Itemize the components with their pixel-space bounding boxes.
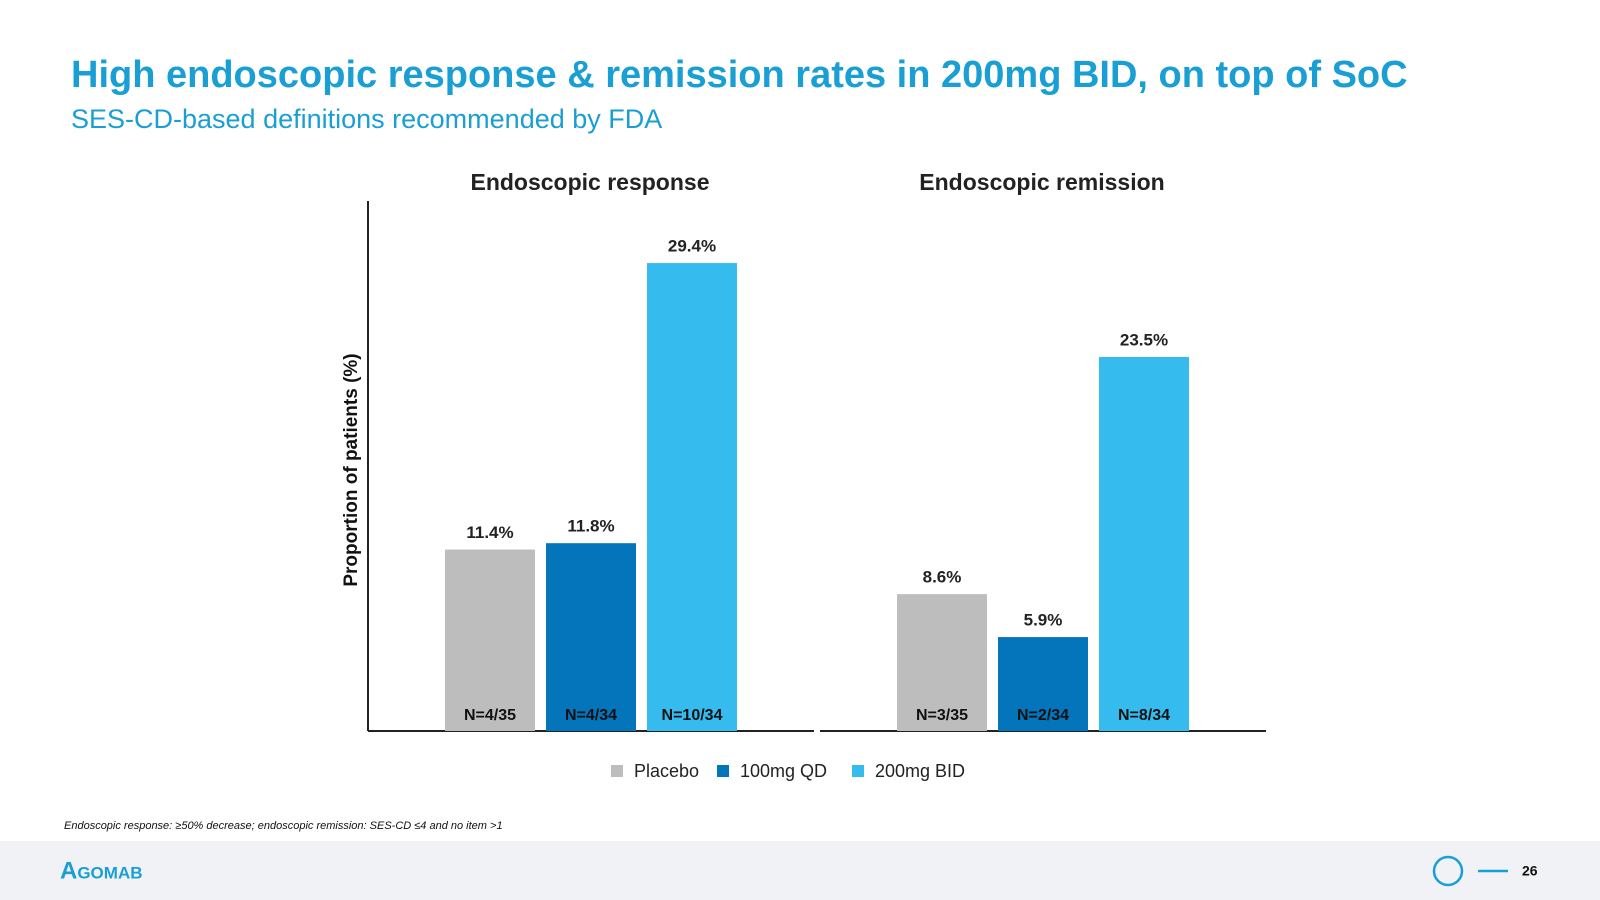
legend-label: 100mg QD [740, 761, 827, 781]
value-label: 23.5% [1120, 330, 1168, 349]
logo: Agomab [60, 857, 143, 884]
slide-subtitle: SES-CD-based definitions recommended by … [71, 104, 662, 134]
value-label: 11.8% [567, 517, 614, 536]
page-number: 26 [1522, 863, 1538, 879]
value-label: 29.4% [668, 237, 716, 256]
n-label: N=2/34 [1017, 707, 1069, 724]
value-label: 5.9% [1024, 611, 1063, 630]
n-label: N=3/35 [916, 707, 968, 724]
y-axis-label: Proportion of patients (%) [341, 353, 362, 586]
bar [897, 594, 987, 731]
group-title: Endoscopic response [470, 169, 709, 195]
slide-title: High endoscopic response & remission rat… [71, 54, 1408, 96]
legend-label: Placebo [634, 761, 699, 781]
footer-circle [1432, 855, 1464, 887]
legend-swatch [852, 765, 864, 777]
bar [998, 637, 1088, 731]
value-label: 11.4% [466, 523, 513, 542]
bar [445, 549, 535, 731]
bar [546, 543, 636, 731]
legend-swatch [717, 765, 729, 777]
n-label: N=10/34 [662, 707, 723, 724]
n-label: N=4/34 [565, 707, 617, 724]
bar [647, 263, 737, 731]
n-label: N=8/34 [1118, 707, 1170, 724]
value-label: 8.6% [923, 568, 962, 587]
n-label: N=4/35 [464, 707, 516, 724]
bar [1099, 356, 1189, 731]
legend-label: 200mg BID [875, 761, 965, 781]
group-title: Endoscopic remission [919, 169, 1164, 195]
legend-swatch [611, 765, 623, 777]
footer-band [0, 841, 1600, 900]
footnote: Endoscopic response: ≥50% decrease; endo… [64, 820, 503, 832]
